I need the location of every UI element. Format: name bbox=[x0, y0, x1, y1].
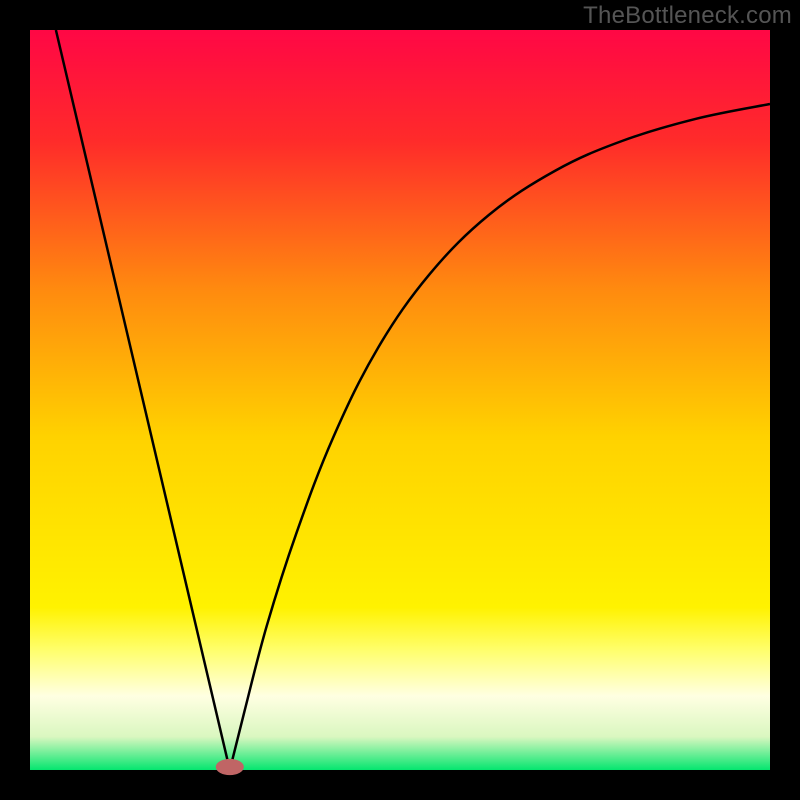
bottleneck-chart bbox=[0, 0, 800, 800]
watermark: TheBottleneck.com bbox=[583, 2, 792, 30]
plot-background-gradient bbox=[30, 30, 770, 770]
minimum-marker bbox=[216, 759, 244, 775]
chart-container: TheBottleneck.com bbox=[0, 0, 800, 800]
